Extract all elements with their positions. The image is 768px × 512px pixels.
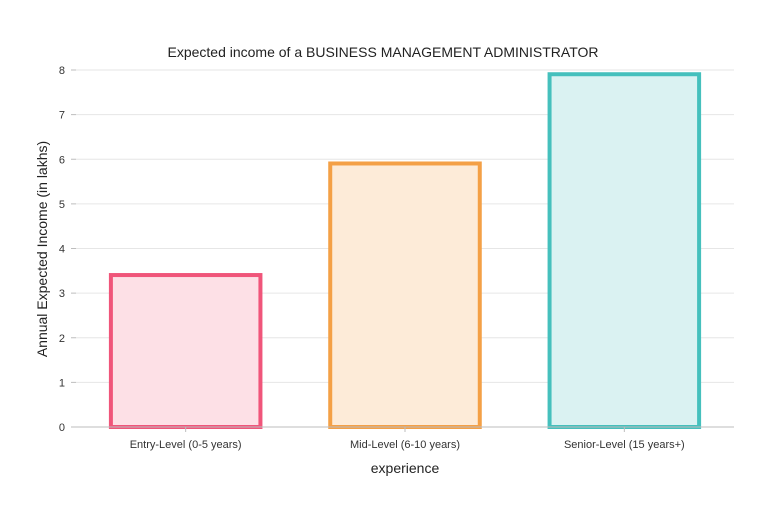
bars (108, 72, 702, 430)
y-tick-label: 6 (59, 154, 65, 166)
bar-1 (108, 273, 263, 430)
chart-title: Expected income of a BUSINESS MANAGEMENT… (167, 44, 598, 60)
x-axis-title: experience (371, 460, 440, 476)
bar-2 (328, 161, 482, 429)
y-tick-label: 4 (59, 244, 65, 256)
y-tick-label: 8 (59, 65, 65, 77)
y-axis-ticks: 0 1 2 3 4 5 6 7 8 (59, 65, 76, 434)
y-tick-label: 1 (59, 377, 65, 389)
y-tick-label: 5 (59, 199, 65, 211)
y-tick-label: 7 (59, 110, 65, 122)
x-axis-ticks: Entry-Level (0-5 years) Mid-Level (6-10 y… (130, 427, 685, 451)
x-tick-label: Mid-Level (6-10 years) (350, 439, 460, 451)
x-tick-label: Entry-Level (0-5 years) (130, 439, 242, 451)
y-axis-title: Annual Expected Income (in lakhs) (34, 141, 50, 357)
y-tick-label: 0 (59, 422, 65, 434)
y-tick-label: 3 (59, 288, 65, 300)
bar-3 (547, 72, 702, 429)
y-tick-label: 2 (59, 333, 65, 345)
x-tick-label: Senior-Level (15 years+) (564, 439, 685, 451)
